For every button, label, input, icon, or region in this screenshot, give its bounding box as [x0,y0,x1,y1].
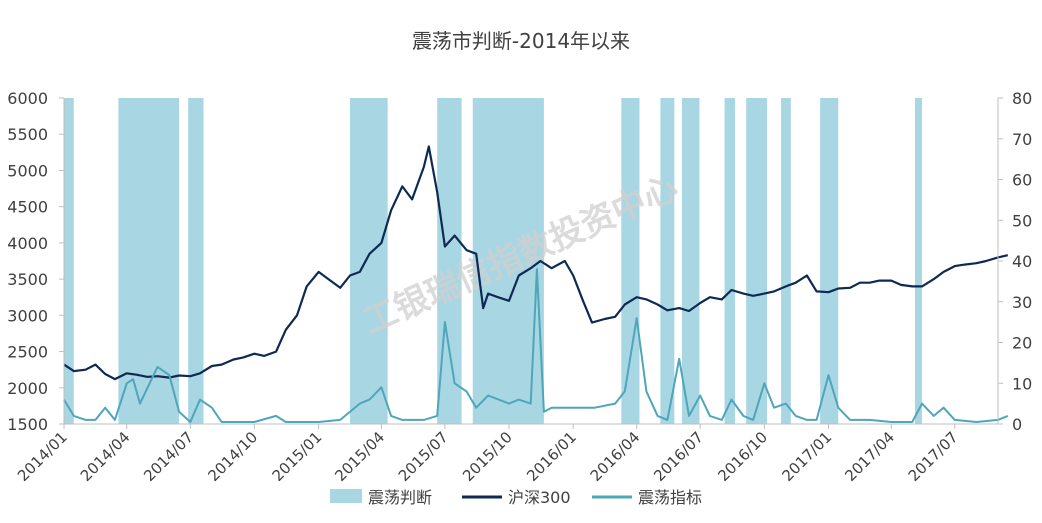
left-tick-label: 2500 [7,343,48,362]
oscillation-band [724,98,736,424]
legend: 震荡判断 沪深300 震荡指标 [330,488,702,507]
x-tick-label: 2015/10 [459,428,516,485]
oscillation-band [746,98,768,424]
x-tick-label: 2015/04 [331,428,388,485]
right-tick-label: 30 [1012,293,1032,312]
left-tick-label: 1500 [7,415,48,434]
left-tick-label: 5000 [7,161,48,180]
x-tick-label: 2016/07 [650,428,707,485]
series-lines [63,145,1009,423]
x-tick-label: 2014/01 [14,428,71,485]
oscillation-band [64,98,74,424]
oscillation-band [188,98,204,424]
left-tick-label: 4500 [7,198,48,217]
left-tick-label: 6000 [7,89,48,108]
oscillation-band [682,98,700,424]
x-tick-label: 2015/07 [395,428,452,485]
legend-label-bands: 震荡判断 [368,488,432,507]
x-tick-label: 2016/04 [587,428,644,485]
x-tick-label: 2014/10 [204,428,261,485]
x-tick-label: 2014/04 [77,428,134,485]
oscillation-band [820,98,839,424]
left-tick-label: 2000 [7,379,48,398]
right-tick-label: 50 [1012,211,1032,230]
oscillation-band [914,98,922,424]
oscillation-band [781,98,791,424]
left-tick-label: 5500 [7,125,48,144]
right-tick-label: 0 [1012,415,1022,434]
x-tick-label: 2016/10 [714,428,771,485]
x-tick-label: 2017/07 [905,428,962,485]
x-tick-label: 2016/01 [523,428,580,485]
x-tick-label: 2015/01 [269,428,326,485]
oscillation-band [660,98,675,424]
x-tick-label: 2017/04 [841,428,898,485]
oscillation-band [621,98,640,424]
legend-swatch-bands [330,489,362,503]
left-tick-label: 3500 [7,270,48,289]
oscillation-band [349,98,388,424]
chart-title: 震荡市判断-2014年以来 [412,29,630,53]
left-tick-label: 3000 [7,306,48,325]
x-tick-label: 2017/01 [779,428,836,485]
right-tick-label: 10 [1012,374,1032,393]
legend-label-indicator: 震荡指标 [638,488,702,507]
right-tick-label: 70 [1012,130,1032,149]
legend-label-hs300: 沪深300 [508,488,571,507]
right-tick-label: 40 [1012,252,1032,271]
oscillation-band [118,98,180,424]
series-line-hs300 [63,145,1009,381]
series-line-indicator [63,268,1009,423]
right-tick-label: 20 [1012,334,1032,353]
right-tick-label: 60 [1012,171,1032,190]
left-tick-label: 4000 [7,234,48,253]
right-tick-label: 80 [1012,89,1032,108]
x-tick-label: 2014/07 [140,428,197,485]
